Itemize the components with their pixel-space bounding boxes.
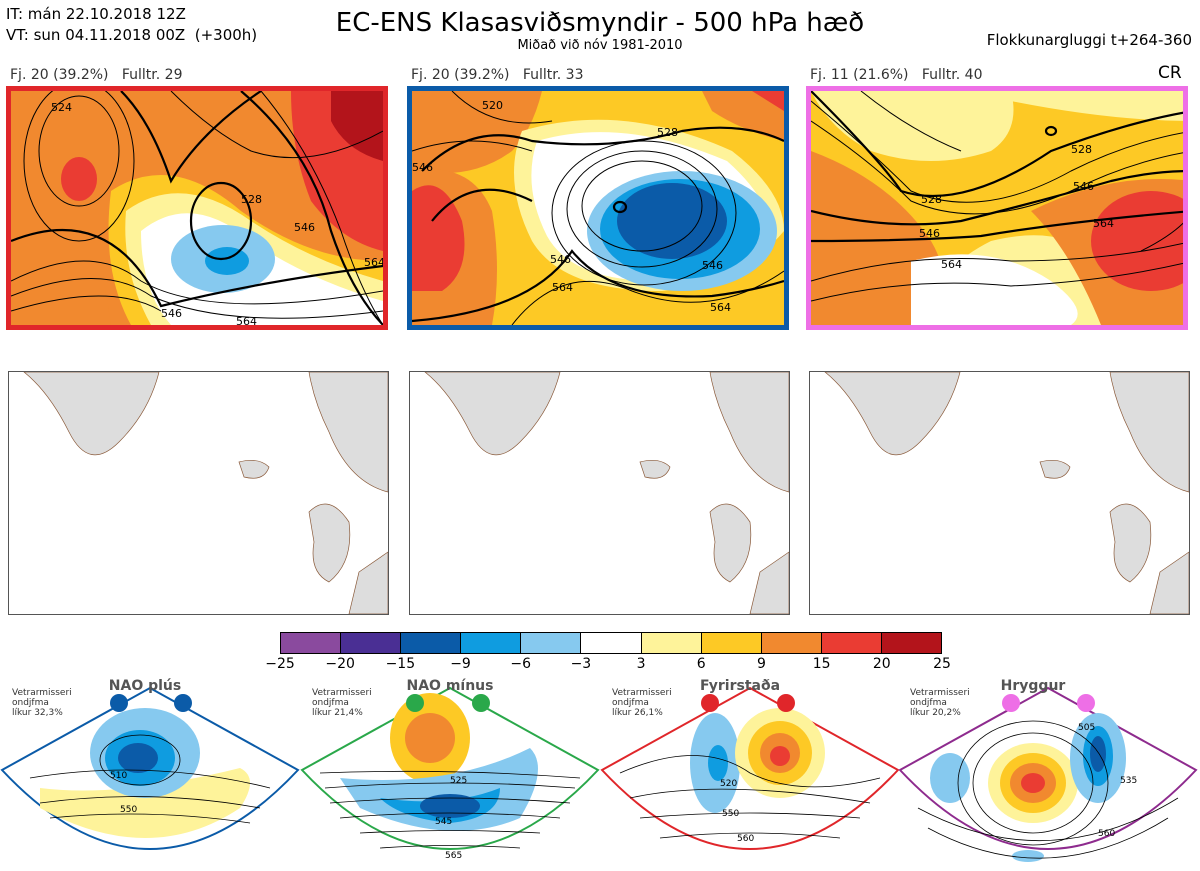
contour-label: 520 [482, 99, 503, 112]
colorbar-swatch [702, 633, 762, 653]
colorbar-tick: −15 [380, 656, 420, 672]
colorbar-tick: −25 [260, 656, 300, 672]
contour-label: 505 [1078, 723, 1095, 733]
regime-info: Vetrarmisseri ondjfma líkur 32,3% [12, 688, 72, 718]
colorbar-tick: −3 [561, 656, 601, 672]
contour-label: 545 [435, 817, 452, 827]
cr-label: CR [1158, 63, 1182, 83]
colorbar-swatch [762, 633, 822, 653]
regime-nao-minus[interactable]: 525 545 565 NAO mínus Vetrarmisseri ondj… [300, 678, 602, 871]
colorbar-tick: 25 [922, 656, 962, 672]
colorbar-tick: −20 [320, 656, 360, 672]
colorbar-swatch [341, 633, 401, 653]
contour-label: 550 [722, 809, 739, 819]
contour-label: 528 [921, 193, 942, 206]
panel-1-label: Fj. 20 (39.2%) Fulltr. 29 [10, 67, 182, 83]
contour-label: 565 [445, 851, 462, 861]
colorbar-tick: −9 [441, 656, 481, 672]
window-label: Flokkunargluggi t+264-360 [987, 31, 1192, 49]
colorbar-tick: 15 [802, 656, 842, 672]
contour-label: 564 [552, 281, 573, 294]
contour-label: 546 [294, 221, 315, 234]
colorbar-tick: 6 [681, 656, 721, 672]
colorbar-swatch [401, 633, 461, 653]
cluster-map-1: 524 528 546 564 546 564 [11, 91, 383, 325]
contour-label: 535 [1120, 776, 1137, 786]
cluster-panel-3[interactable]: 528 546 528 546 564 564 [806, 86, 1188, 330]
colorbar-tick: 9 [741, 656, 781, 672]
regime-title: Hryggur [973, 678, 1093, 694]
regime-title: NAO mínus [390, 678, 510, 694]
regime-hryggur[interactable]: 505 535 560 Hryggur Vetrarmisseri ondjfm… [898, 678, 1200, 871]
regime-dot [1002, 694, 1020, 712]
empty-map-2 [409, 371, 790, 615]
regime-dot [701, 694, 719, 712]
empty-map-3 [809, 371, 1190, 615]
contour-label: 546 [919, 227, 940, 240]
contour-label: 546 [161, 307, 182, 320]
contour-label: 528 [1071, 143, 1092, 156]
regime-dot [1077, 694, 1095, 712]
regime-dot [777, 694, 795, 712]
contour-label: 528 [657, 126, 678, 139]
colorbar-swatch [822, 633, 882, 653]
regime-info: Vetrarmisseri ondjfma líkur 21,4% [312, 688, 372, 718]
colorbar-swatch [461, 633, 521, 653]
contour-label: 550 [120, 805, 137, 815]
regime-title: NAO plús [85, 678, 205, 694]
regime-title: Fyrirstaða [680, 678, 800, 694]
cluster-map-2: 520 528 546 546 564 546 564 [412, 91, 784, 325]
contour-label: 525 [450, 776, 467, 786]
contour-label: 546 [412, 161, 433, 174]
colorbar-tick: 3 [621, 656, 661, 672]
contour-label: 564 [1093, 217, 1114, 230]
colorbar-tick: −6 [501, 656, 541, 672]
regime-info: Vetrarmisseri ondjfma líkur 20,2% [910, 688, 970, 718]
contour-label: 564 [941, 258, 962, 271]
regime-dot [110, 694, 128, 712]
regime-info: Vetrarmisseri ondjfma líkur 26,1% [612, 688, 672, 718]
cluster-map-3: 528 546 528 546 564 564 [811, 91, 1188, 325]
contour-label: 564 [710, 301, 731, 314]
regime-dot [406, 694, 424, 712]
contour-label: 546 [1073, 180, 1094, 193]
empty-map-1 [8, 371, 389, 615]
contour-label: 560 [1098, 829, 1115, 839]
contour-label: 510 [110, 771, 127, 781]
contour-label: 520 [720, 779, 737, 789]
contour-label: 528 [241, 193, 262, 206]
regime-nao-plus[interactable]: 510 550 NAO plús Vetrarmisseri ondjfma l… [0, 678, 302, 871]
contour-label: 546 [702, 259, 723, 272]
colorbar-swatch [642, 633, 702, 653]
panel-2-label: Fj. 20 (39.2%) Fulltr. 33 [411, 67, 583, 83]
colorbar-swatch [882, 633, 941, 653]
regime-dot [174, 694, 192, 712]
regime-dot [472, 694, 490, 712]
colorbar-swatch [581, 633, 641, 653]
contour-label: 524 [51, 101, 72, 114]
cluster-panel-2[interactable]: 520 528 546 546 564 546 564 [407, 86, 789, 330]
panel-3-label: Fj. 11 (21.6%) Fulltr. 40 [810, 67, 982, 83]
colorbar-swatch [281, 633, 341, 653]
colorbar-swatch [521, 633, 581, 653]
contour-label: 560 [737, 834, 754, 844]
colorbar-tick: 20 [862, 656, 902, 672]
colorbar [280, 632, 942, 654]
contour-label: 564 [236, 315, 257, 325]
contour-label: 564 [364, 256, 383, 269]
contour-label: 546 [550, 253, 571, 266]
cluster-panel-1[interactable]: 524 528 546 564 546 564 [6, 86, 388, 330]
regime-fyrirstada[interactable]: 520 550 560 Fyrirstaða Vetrarmisseri ond… [600, 678, 902, 871]
